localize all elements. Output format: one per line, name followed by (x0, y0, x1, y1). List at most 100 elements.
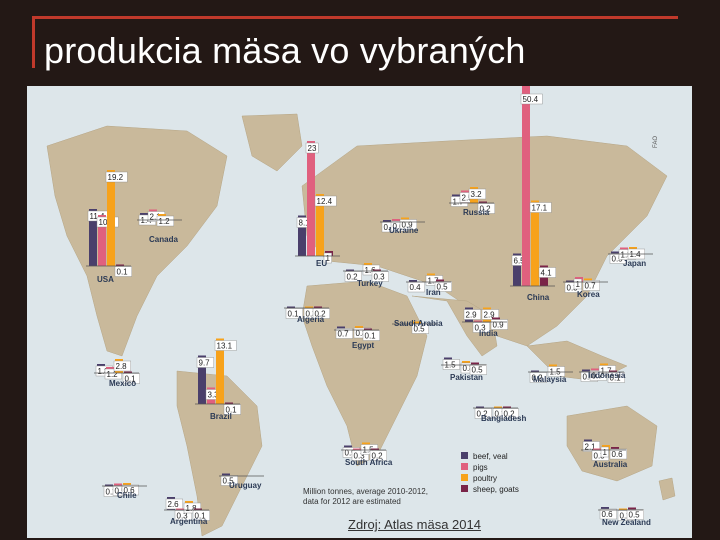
north-america-shape (46, 125, 228, 357)
value-box-australia-0 (582, 441, 600, 452)
bar-algeria-beef-veal (287, 306, 295, 308)
value-box-mexico-1 (104, 368, 122, 380)
bar-indonesia-beef-veal (582, 369, 590, 372)
country-label-australia: Australia (593, 460, 628, 469)
value-label-egypt-0: 0.7 (338, 330, 350, 339)
country-label-bangladesh: Bangladesh (481, 414, 526, 423)
value-label-usa-0: 11.4 (90, 212, 106, 221)
value-label-india-1: 0.3 (475, 324, 487, 333)
bar-australia-sheep-goats (611, 447, 619, 450)
bar-new-zealand-beef-veal (601, 507, 609, 510)
value-label-new-zealand-2: 0.2 (620, 512, 632, 521)
value-box-india-1 (472, 322, 490, 333)
bar-turkey-sheep-goats (373, 269, 381, 271)
value-label-china-2: 17.1 (532, 204, 548, 213)
value-label-ukraine-2: 0.9 (402, 221, 414, 230)
value-box-indonesia-3 (607, 372, 625, 383)
country-chart-eu: 8.1 23 12.4 1EU (295, 141, 340, 268)
bar-uruguay-beef-veal (222, 473, 230, 476)
value-box-korea-1 (573, 278, 582, 290)
country-label-malaysia: Malaysia (533, 375, 567, 384)
continents (46, 113, 676, 537)
value-box-brazil-0 (196, 357, 214, 368)
bar-russia-sheep-goats (479, 201, 487, 203)
value-label-eu-0: 8.1 (299, 219, 311, 228)
value-box-india-2 (481, 309, 499, 320)
value-label-usa-2: 19.2 (108, 173, 124, 182)
country-label-mexico: Mexico (109, 379, 136, 388)
value-label-bangladesh-3: 0.2 (504, 410, 516, 419)
value-box-russia-3 (477, 203, 495, 214)
bar-iran-sheep-goats (436, 279, 444, 282)
bar-eu-poultry (316, 194, 324, 256)
value-box-china-2 (529, 202, 552, 213)
value-label-korea-1: 1 (576, 280, 581, 289)
value-box-pakistan-3 (469, 364, 487, 375)
legend-swatch-beef-veal (461, 452, 468, 459)
value-label-mexico-0: 1.8 (98, 367, 110, 376)
value-box-china-1 (520, 93, 543, 105)
value-box-new-zealand-0 (599, 508, 617, 520)
value-label-south-africa-0: 0.9 (345, 449, 357, 458)
bar-bangladesh-beef-veal (476, 406, 484, 408)
value-box-bangladesh-0 (474, 408, 492, 419)
value-label-chile-1: 0.5 (115, 487, 127, 496)
map-chart-svg: 11.410.219.20.1USA1.42.11.2Canada1.81.22… (27, 86, 692, 538)
value-box-new-zealand-3 (626, 509, 644, 520)
value-label-eu-3: 1 (326, 254, 331, 263)
legend-swatch-poultry (461, 474, 468, 481)
value-label-brazil-2: 13.1 (217, 342, 233, 351)
bar-indonesia-pigs (591, 368, 599, 372)
value-box-south-africa-1 (351, 450, 369, 461)
country-label-algeria: Algeria (297, 315, 325, 324)
bar-chile-poultry (123, 483, 131, 486)
value-box-malaysia-0 (529, 372, 547, 383)
value-box-eu-1 (305, 142, 319, 154)
value-box-mexico-3 (122, 373, 140, 384)
legend-swatch-sheep-goats (461, 485, 468, 492)
bar-chile-beef-veal (105, 484, 113, 486)
value-label-korea-2: 0.7 (585, 282, 597, 291)
value-label-south-africa-3: 0.2 (372, 452, 384, 461)
value-label-korea-0: 0.3 (567, 284, 579, 293)
value-label-ukraine-1: 0.6 (393, 222, 405, 231)
bar-ukraine-beef-veal (383, 220, 391, 222)
country-label-canada: Canada (149, 235, 178, 244)
country-label-argentina: Argentina (170, 517, 208, 526)
new-zealand-shape (658, 477, 676, 501)
value-label-japan-2: 1.4 (630, 250, 642, 259)
value-label-malaysia-0: 0.2 (532, 374, 544, 383)
bar-japan-beef-veal (611, 251, 619, 254)
slide-title: produkcia mäsa vo vybraných (44, 30, 526, 71)
country-label-turkey: Turkey (357, 279, 383, 288)
value-box-mexico-2 (113, 360, 131, 372)
bar-south-africa-pigs (353, 448, 361, 450)
value-label-turkey-0: 0.2 (347, 273, 359, 282)
value-label-turkey-3: 0.3 (374, 273, 386, 282)
value-label-mexico-1: 1.2 (107, 370, 119, 379)
value-box-argentina-3 (192, 510, 210, 521)
bar-korea-beef-veal (566, 280, 574, 282)
country-label-ukraine: Ukraine (389, 226, 419, 235)
country-label-uruguay: Uruguay (229, 481, 262, 490)
value-label-indonesia-1: 0.7 (592, 372, 604, 381)
value-box-argentina-1 (174, 510, 192, 521)
country-label-japan: Japan (623, 259, 646, 268)
legend-label-beef-veal: beef, veal (473, 452, 508, 461)
country-label-eu: EU (316, 259, 327, 268)
bar-saudi-arabia-poultry (413, 321, 421, 324)
value-label-turkey-2: 1.6 (365, 266, 377, 275)
value-label-mexico-3: 0.1 (125, 375, 137, 384)
value-box-eu-2 (314, 195, 337, 207)
